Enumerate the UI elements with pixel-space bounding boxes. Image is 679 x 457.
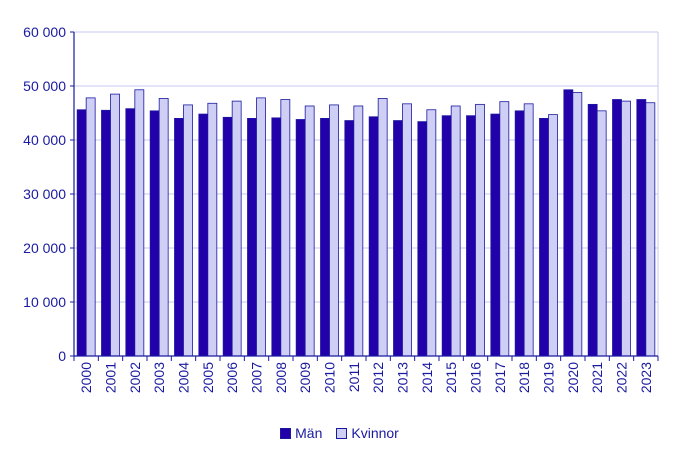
bar-man [393,120,403,357]
x-tick-label: 2007 [249,362,265,393]
bar-kvinnor [621,100,631,357]
y-tick-label: 30 000 [23,186,66,202]
bar-man [514,110,525,357]
y-tick-label: 50 000 [23,78,66,94]
x-tick-label: 2014 [419,362,435,393]
bar-kvinnor [207,102,218,357]
x-tick-label: 2021 [589,362,605,393]
bar-man [563,89,574,357]
gridlines [74,31,659,356]
x-tick-label: 2003 [151,362,167,393]
y-axis-ticks: 0 10 000 20 000 30 000 40 000 50 000 60 000 [23,24,74,364]
bar-kvinnor [523,103,534,357]
bar-kvinnor [475,103,485,357]
bar-kvinnor [304,105,315,357]
bar-man [490,113,501,357]
y-tick-label: 60 000 [23,24,66,40]
bar-man [198,113,209,357]
bar-man [636,99,647,357]
x-tick-label: 2005 [200,362,216,393]
bar-man [295,119,306,357]
bar-kvinnor [280,99,291,357]
bar-man [101,109,111,357]
bar-kvinnor [450,105,461,357]
bar-man [271,117,282,357]
legend-swatch-kvinnor [336,427,348,439]
y-tick-label: 20 000 [23,240,66,256]
x-tick-label: 2018 [516,362,532,393]
bar-kvinnor [499,101,510,357]
bar-kvinnor [231,100,242,357]
x-tick-label: 2010 [322,362,338,393]
bar-kvinnor [377,98,388,357]
bar-kvinnor [402,103,412,357]
bar-man [320,118,330,357]
bar-man [587,103,598,357]
x-tick-label: 2006 [224,362,240,393]
x-tick-label: 2019 [541,362,557,393]
x-tick-label: 2022 [614,362,630,393]
bar-man [539,118,549,357]
y-tick-label: 0 [58,348,66,364]
x-tick-label: 2001 [103,362,119,393]
bar-man [247,118,257,357]
bar-man [174,118,184,357]
bar-kvinnor [426,109,437,357]
legend-item-man: Män [280,425,322,441]
y-tick-label: 10 000 [23,294,66,310]
x-tick-label: 2004 [176,362,192,393]
bar-man [125,108,136,357]
x-tick-label: 2020 [565,362,581,393]
x-tick-label: 2000 [78,362,94,393]
x-tick-label: 2023 [638,362,654,393]
legend-label-man: Män [295,425,323,441]
bar-kvinnor [596,110,607,357]
x-tick-label: 2017 [492,362,508,393]
bar-man [612,99,622,357]
legend: Män Kvinnor [0,424,679,442]
bar-kvinnor [329,104,339,357]
x-tick-label: 2013 [395,362,411,393]
bar-man [76,109,87,357]
bars [76,89,656,357]
bar-kvinnor [548,114,558,357]
x-tick-label: 2008 [273,362,289,393]
bar-kvinnor [645,102,656,357]
bar-kvinnor [353,105,364,357]
bar-man [466,115,476,357]
x-axis-ticks: 2000 2001 2002 2003 2004 2005 2006 2007 2008 2009… [73,356,659,393]
bar-kvinnor [572,92,583,357]
bar-kvinnor [134,89,145,357]
x-tick-label: 2015 [443,362,459,393]
x-tick-label: 2016 [468,362,484,393]
bar-man [368,116,379,357]
x-tick-label: 2011 [346,362,362,392]
legend-swatch-man [280,427,292,439]
bar-man [222,116,233,357]
bar-kvinnor [256,97,266,357]
bar-man [417,121,428,357]
bar-man [344,120,355,357]
bar-man [441,115,452,357]
bar-kvinnor [85,97,96,357]
legend-label-kvinnor: Kvinnor [351,425,399,441]
y-tick-label: 40 000 [23,132,66,148]
bar-kvinnor [183,104,193,357]
bar-kvinnor [158,98,169,357]
x-tick-label: 2002 [127,362,143,393]
legend-item-kvinnor: Kvinnor [336,425,399,441]
x-tick-label: 2009 [297,362,313,393]
x-tick-label: 2012 [370,362,386,393]
bar-kvinnor [110,93,120,357]
bar-man [149,110,160,357]
